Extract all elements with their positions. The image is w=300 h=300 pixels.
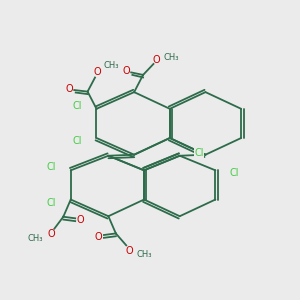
Text: Cl: Cl <box>72 101 82 111</box>
Text: Cl: Cl <box>194 148 204 158</box>
Text: O: O <box>77 215 84 225</box>
Text: O: O <box>95 232 102 242</box>
Text: CH₃: CH₃ <box>136 250 152 259</box>
Text: CH₃: CH₃ <box>28 233 43 242</box>
Text: O: O <box>122 67 130 76</box>
Text: O: O <box>94 67 101 77</box>
Text: O: O <box>125 246 133 256</box>
Text: O: O <box>47 229 55 239</box>
Text: CH₃: CH₃ <box>164 52 179 62</box>
Text: O: O <box>65 84 73 94</box>
Text: Cl: Cl <box>47 198 56 208</box>
Text: Cl: Cl <box>72 136 82 146</box>
Text: Cl: Cl <box>230 169 239 178</box>
Text: O: O <box>153 55 160 65</box>
Text: CH₃: CH₃ <box>104 61 119 70</box>
Text: Cl: Cl <box>47 162 56 172</box>
